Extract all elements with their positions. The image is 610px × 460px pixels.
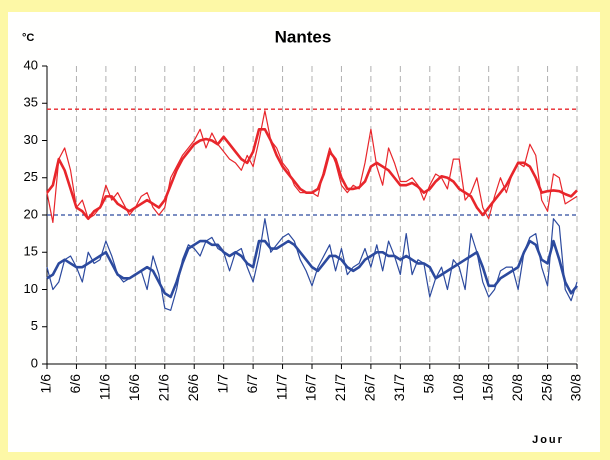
y-tick-label: 20 [24, 206, 38, 221]
chart-area [8, 12, 600, 452]
x-tick-label: 30/8 [568, 374, 584, 401]
x-tick-label: 11/6 [97, 374, 113, 400]
y-tick-label: 15 [24, 244, 38, 259]
x-tick-label: 21/7 [332, 374, 348, 401]
x-tick-label: 1/6 [38, 374, 54, 394]
x-axis-label: Jour [532, 434, 564, 446]
y-tick-label: 40 [24, 57, 38, 72]
x-tick-label: 1/7 [214, 374, 230, 394]
y-tick-label: 0 [31, 355, 38, 370]
x-tick-label: 11/7 [273, 374, 289, 400]
x-tick-label: 6/6 [67, 374, 83, 394]
x-tick-label: 26/7 [362, 374, 378, 401]
y-tick-label: 10 [24, 281, 38, 296]
x-tick-label: 6/7 [244, 374, 260, 394]
data-line [45, 128, 578, 221]
x-tick-label: 26/6 [185, 374, 201, 401]
x-tick-label: 31/7 [391, 374, 407, 401]
x-tick-label: 15/8 [479, 374, 495, 401]
y-unit-label: °C [22, 32, 34, 44]
x-tick-label: 20/8 [509, 374, 525, 401]
y-tick-label: 30 [24, 132, 38, 147]
data-line [46, 239, 579, 299]
x-tick-label: 25/8 [538, 374, 554, 401]
chart-title: Nantes [275, 27, 332, 46]
x-tick-label: 10/8 [450, 374, 466, 401]
y-tick-label: 35 [24, 95, 38, 110]
x-tick-label: 5/8 [420, 374, 436, 394]
x-tick-label: 16/6 [126, 374, 142, 401]
x-tick-label: 21/6 [155, 374, 171, 401]
y-tick-label: 5 [31, 318, 38, 333]
y-tick-label: 25 [24, 169, 38, 184]
x-tick-label: 16/7 [303, 374, 319, 401]
